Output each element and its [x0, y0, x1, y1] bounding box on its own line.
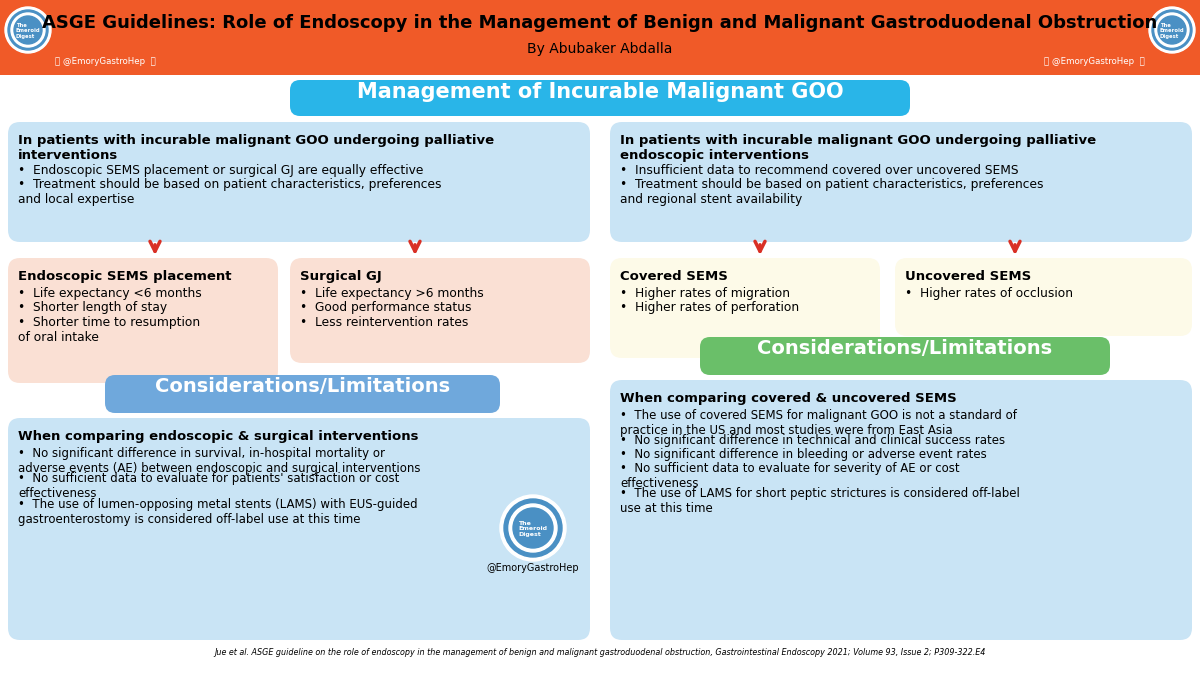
- Text: Surgical GJ: Surgical GJ: [300, 270, 382, 283]
- FancyBboxPatch shape: [8, 418, 590, 640]
- Text: •  Treatment should be based on patient characteristics, preferences
and local e: • Treatment should be based on patient c…: [18, 178, 442, 207]
- FancyBboxPatch shape: [0, 0, 1200, 75]
- Text: •  Shorter length of stay: • Shorter length of stay: [18, 302, 167, 315]
- FancyBboxPatch shape: [895, 258, 1192, 336]
- Text: By Abubaker Abdalla: By Abubaker Abdalla: [527, 42, 673, 56]
- FancyBboxPatch shape: [610, 122, 1192, 242]
- Text: •  Higher rates of migration: • Higher rates of migration: [620, 287, 790, 300]
- Text: In patients with incurable malignant GOO undergoing palliative
interventions: In patients with incurable malignant GOO…: [18, 134, 494, 162]
- FancyBboxPatch shape: [106, 375, 500, 413]
- Text: In patients with incurable malignant GOO undergoing palliative
endoscopic interv: In patients with incurable malignant GOO…: [620, 134, 1096, 162]
- Text: Management of Incurable Malignant GOO: Management of Incurable Malignant GOO: [356, 82, 844, 102]
- Text: •  The use of covered SEMS for malignant GOO is not a standard of
practice in th: • The use of covered SEMS for malignant …: [620, 409, 1016, 437]
- Text: •  Good performance status: • Good performance status: [300, 302, 472, 315]
- Text: •  Higher rates of occlusion: • Higher rates of occlusion: [905, 287, 1073, 300]
- Text: •  Shorter time to resumption
of oral intake: • Shorter time to resumption of oral int…: [18, 316, 200, 344]
- Circle shape: [14, 16, 42, 44]
- Circle shape: [1154, 13, 1189, 47]
- Circle shape: [1150, 7, 1195, 53]
- Text: •  Life expectancy <6 months: • Life expectancy <6 months: [18, 287, 202, 300]
- Text: The
Emeroid
Digest: The Emeroid Digest: [16, 23, 41, 39]
- Circle shape: [5, 7, 50, 53]
- Circle shape: [11, 13, 46, 47]
- Text: Jue et al. ASGE guideline on the role of endoscopy in the management of benign a: Jue et al. ASGE guideline on the role of…: [215, 648, 985, 657]
- FancyBboxPatch shape: [8, 258, 278, 383]
- Text: •  Treatment should be based on patient characteristics, preferences
and regiona: • Treatment should be based on patient c…: [620, 178, 1044, 207]
- Text: •  No significant difference in bleeding or adverse event rates: • No significant difference in bleeding …: [620, 448, 986, 461]
- Text: When comparing covered & uncovered SEMS: When comparing covered & uncovered SEMS: [620, 392, 956, 405]
- Text: •  The use of lumen-opposing metal stents (LAMS) with EUS-guided
gastroenterosto: • The use of lumen-opposing metal stents…: [18, 497, 418, 526]
- FancyBboxPatch shape: [610, 380, 1192, 640]
- Text: •  The use of LAMS for short peptic strictures is considered off-label
use at th: • The use of LAMS for short peptic stric…: [620, 487, 1020, 515]
- Text: Covered SEMS: Covered SEMS: [620, 270, 728, 283]
- Text: Considerations/Limitations: Considerations/Limitations: [757, 339, 1052, 358]
- Text: •  No significant difference in survival, in-hospital mortality or
adverse event: • No significant difference in survival,…: [18, 447, 420, 475]
- Text: 🐦 @EmoryGastroHep  📷: 🐦 @EmoryGastroHep 📷: [55, 57, 156, 66]
- FancyBboxPatch shape: [290, 80, 910, 116]
- Text: Uncovered SEMS: Uncovered SEMS: [905, 270, 1031, 283]
- Text: The
Emeroid
Digest: The Emeroid Digest: [518, 520, 547, 537]
- Circle shape: [504, 499, 562, 557]
- Text: •  Higher rates of perforation: • Higher rates of perforation: [620, 302, 799, 315]
- FancyBboxPatch shape: [290, 258, 590, 363]
- Circle shape: [1158, 16, 1186, 44]
- Text: •  No significant difference in technical and clinical success rates: • No significant difference in technical…: [620, 434, 1006, 448]
- Text: Considerations/Limitations: Considerations/Limitations: [156, 377, 450, 396]
- Text: When comparing endoscopic & surgical interventions: When comparing endoscopic & surgical int…: [18, 430, 419, 443]
- Circle shape: [8, 10, 48, 50]
- FancyBboxPatch shape: [8, 122, 590, 242]
- Text: •  Insufficient data to recommend covered over uncovered SEMS: • Insufficient data to recommend covered…: [620, 163, 1019, 177]
- FancyBboxPatch shape: [700, 337, 1110, 375]
- Text: The
Emeroid
Digest: The Emeroid Digest: [1159, 23, 1184, 39]
- Text: 🐦 @EmoryGastroHep  📷: 🐦 @EmoryGastroHep 📷: [1044, 57, 1145, 66]
- Circle shape: [1152, 10, 1192, 50]
- Circle shape: [509, 504, 557, 552]
- Circle shape: [514, 508, 553, 548]
- Circle shape: [500, 495, 566, 561]
- Text: •  Endoscopic SEMS placement or surgical GJ are equally effective: • Endoscopic SEMS placement or surgical …: [18, 163, 424, 177]
- Text: •  No sufficient data to evaluate for patients' satisfaction or cost
effectivene: • No sufficient data to evaluate for pat…: [18, 472, 400, 500]
- Text: Endoscopic SEMS placement: Endoscopic SEMS placement: [18, 270, 232, 283]
- Text: •  Less reintervention rates: • Less reintervention rates: [300, 316, 468, 329]
- FancyBboxPatch shape: [610, 258, 880, 358]
- Text: •  No sufficient data to evaluate for severity of AE or cost
effectiveness: • No sufficient data to evaluate for sev…: [620, 462, 960, 490]
- Text: ASGE Guidelines: Role of Endoscopy in the Management of Benign and Malignant Gas: ASGE Guidelines: Role of Endoscopy in th…: [42, 14, 1158, 32]
- Text: @EmoryGastroHep: @EmoryGastroHep: [487, 563, 580, 573]
- Text: •  Life expectancy >6 months: • Life expectancy >6 months: [300, 287, 484, 300]
